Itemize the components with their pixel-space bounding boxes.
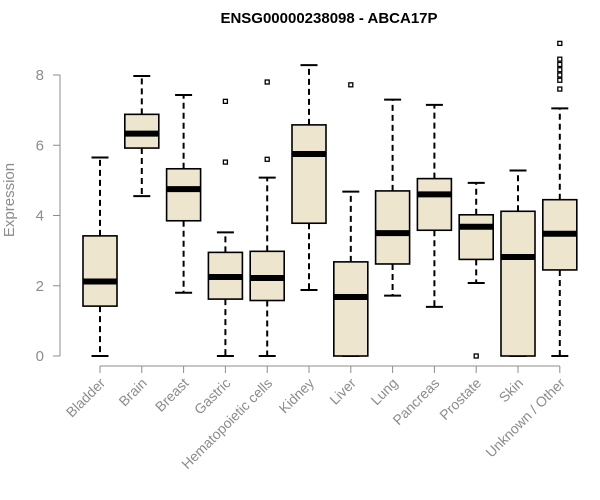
box-skin	[500, 169, 536, 357]
box-breast	[165, 94, 202, 294]
x-tick-label: Unknown / Other	[482, 375, 568, 461]
x-tick-label: Breast	[152, 375, 192, 415]
outlier-point	[348, 82, 354, 88]
outlier-point	[557, 67, 563, 73]
outlier-point	[557, 40, 563, 47]
x-tick-label: Kidney	[276, 375, 318, 417]
outlier-point	[222, 159, 229, 165]
box-series	[82, 40, 578, 359]
iqr-box	[82, 235, 118, 307]
x-tick-label: Liver	[326, 375, 359, 408]
outlier-point	[222, 98, 229, 104]
x-tick-label: Lung	[367, 375, 400, 408]
y-tick-label: 2	[36, 278, 44, 295]
chart-title: ENSG00000238098 - ABCA17P	[220, 10, 437, 27]
box-prostate	[458, 181, 495, 359]
x-tick-label: Skin	[496, 375, 527, 406]
outlier-point	[473, 353, 479, 359]
outlier-point	[557, 77, 563, 83]
outlier-point	[557, 61, 563, 68]
outlier-point	[557, 72, 563, 78]
y-tick-label: 4	[36, 208, 44, 225]
outlier-point	[557, 86, 563, 92]
y-tick-label: 0	[36, 348, 44, 365]
iqr-box	[332, 261, 369, 357]
box-brain	[124, 75, 160, 198]
outlier-point	[557, 56, 563, 62]
box-kidney	[291, 64, 327, 291]
iqr-box	[416, 177, 453, 232]
outlier-point	[264, 79, 270, 85]
iqr-box	[374, 190, 411, 265]
box-pancreas	[416, 103, 453, 308]
box-hematopoietic-cells	[249, 79, 285, 357]
outlier-point	[264, 156, 270, 162]
iqr-box	[291, 124, 327, 225]
x-tick-label: Bladder	[63, 375, 109, 421]
x-tick-label: Prostate	[436, 375, 484, 423]
box-bladder	[82, 156, 118, 357]
box-lung	[374, 98, 411, 297]
iqr-box	[165, 167, 202, 222]
iqr-box	[458, 213, 495, 261]
y-tick-label: 8	[36, 67, 44, 84]
x-tick-label: Brain	[115, 375, 149, 409]
y-tick-label: 6	[36, 137, 44, 154]
box-liver	[332, 82, 369, 357]
iqr-box	[500, 210, 536, 357]
y-axis-label: Expression	[1, 163, 18, 237]
box-unknown-other	[541, 40, 578, 357]
box-gastric	[207, 98, 244, 357]
